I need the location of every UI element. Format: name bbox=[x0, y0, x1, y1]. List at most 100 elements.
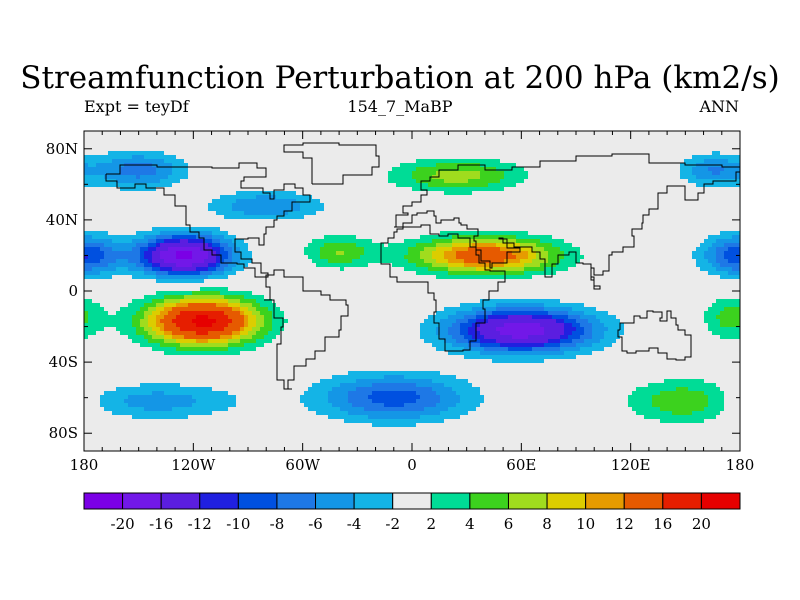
contour-cell bbox=[220, 227, 740, 232]
contour-cell bbox=[84, 319, 89, 324]
contour-cell bbox=[652, 395, 709, 400]
contour-cell bbox=[344, 251, 365, 256]
contour-cell bbox=[264, 343, 433, 348]
contour-cell bbox=[572, 323, 581, 328]
contour-cell bbox=[264, 323, 273, 328]
contour-cell bbox=[468, 247, 501, 252]
contour-cell bbox=[84, 139, 740, 144]
contour-cell bbox=[108, 231, 137, 236]
contour-cell bbox=[332, 387, 357, 392]
contour-cell bbox=[532, 315, 553, 320]
contour-cell bbox=[144, 235, 157, 240]
contour-cell bbox=[500, 179, 525, 184]
contour-cell bbox=[84, 239, 113, 244]
contour-cell bbox=[244, 343, 265, 348]
contour-cell bbox=[340, 267, 345, 272]
contour-cell bbox=[576, 327, 585, 332]
contour-cell bbox=[372, 399, 417, 404]
contour-cell bbox=[96, 331, 121, 336]
contour-cell bbox=[716, 239, 740, 244]
contour-cell bbox=[140, 247, 149, 252]
contour-cell bbox=[720, 335, 740, 340]
contour-cell bbox=[112, 275, 133, 280]
contour-cell bbox=[228, 407, 309, 412]
contour-cell bbox=[544, 307, 573, 312]
contour-cell bbox=[476, 319, 489, 324]
contour-cell bbox=[140, 251, 145, 256]
contour-cell bbox=[328, 391, 349, 396]
contour-cell bbox=[604, 335, 621, 340]
contour-cell bbox=[712, 303, 740, 308]
contour-cell bbox=[480, 387, 637, 392]
colorbar: -20 -16 -12 -10 -8 -6 -4 -2 2 4 6 8 10 12 16 20 bbox=[83, 492, 741, 533]
contour-cell bbox=[504, 263, 525, 268]
contour-cell bbox=[236, 199, 297, 204]
contour-cell bbox=[216, 303, 229, 308]
contour-cell bbox=[724, 255, 740, 260]
contour-cell bbox=[548, 339, 561, 344]
contour-cell bbox=[84, 331, 97, 336]
contour-cell bbox=[708, 323, 721, 328]
contour-cell bbox=[416, 383, 445, 388]
contour-cell bbox=[472, 243, 497, 248]
contour-cell bbox=[196, 315, 209, 320]
contour-cell bbox=[584, 331, 593, 336]
contour-cell bbox=[232, 203, 301, 208]
contour-cell bbox=[108, 311, 117, 316]
colorbar-label: -6 bbox=[308, 515, 323, 533]
contour-cell bbox=[84, 439, 740, 444]
contour-cell bbox=[440, 399, 461, 404]
contour-cell bbox=[536, 251, 549, 256]
contour-cell bbox=[480, 171, 505, 176]
contour-cell bbox=[156, 239, 165, 244]
contour-cell bbox=[88, 315, 133, 320]
contour-cell bbox=[692, 155, 740, 160]
contour-cell bbox=[172, 407, 229, 412]
contour-cell bbox=[524, 267, 545, 272]
contour-cell bbox=[104, 175, 137, 180]
contour-cell bbox=[444, 339, 457, 344]
contour-cell bbox=[84, 315, 89, 320]
contour-cell bbox=[412, 171, 437, 176]
contour-cell bbox=[300, 203, 325, 208]
contour-cell bbox=[632, 407, 661, 412]
contour-cell bbox=[84, 203, 209, 208]
colorbar-swatch bbox=[623, 492, 664, 510]
contour-cell bbox=[220, 239, 233, 244]
contour-cell bbox=[232, 319, 245, 324]
contour-cell bbox=[436, 259, 449, 264]
contour-cell bbox=[480, 299, 561, 304]
contour-cell bbox=[144, 327, 153, 332]
contour-cell bbox=[92, 235, 145, 240]
contour-cell bbox=[304, 251, 321, 256]
contour-cell bbox=[84, 371, 349, 376]
colorbar-label: -8 bbox=[270, 515, 285, 533]
contour-cell bbox=[180, 327, 225, 332]
contour-cell bbox=[720, 311, 740, 316]
x-tick-label: 180 bbox=[70, 456, 99, 474]
contour-cell bbox=[452, 323, 461, 328]
contour-cell bbox=[264, 335, 277, 340]
contour-cell bbox=[220, 243, 229, 248]
contour-cell bbox=[144, 271, 157, 276]
contour-cell bbox=[208, 243, 213, 248]
contour-cell bbox=[244, 267, 341, 272]
contour-cell bbox=[84, 415, 133, 420]
contour-cell bbox=[96, 163, 125, 168]
contour-cell bbox=[120, 187, 157, 192]
contour-cell bbox=[424, 339, 445, 344]
contour-cell bbox=[464, 315, 477, 320]
contour-cell bbox=[348, 371, 441, 376]
contour-cell bbox=[236, 403, 305, 408]
contour-cell bbox=[444, 179, 469, 184]
contour-cell bbox=[724, 307, 740, 312]
contour-cell bbox=[416, 423, 740, 428]
contour-cell bbox=[412, 187, 505, 192]
contour-cell bbox=[464, 263, 505, 268]
contour-cell bbox=[236, 235, 325, 240]
contour-cell bbox=[708, 271, 729, 276]
contour-cell bbox=[176, 323, 197, 328]
contour-cell bbox=[312, 383, 341, 388]
contour-cell bbox=[444, 419, 661, 424]
colorbar-swatch bbox=[122, 492, 162, 510]
